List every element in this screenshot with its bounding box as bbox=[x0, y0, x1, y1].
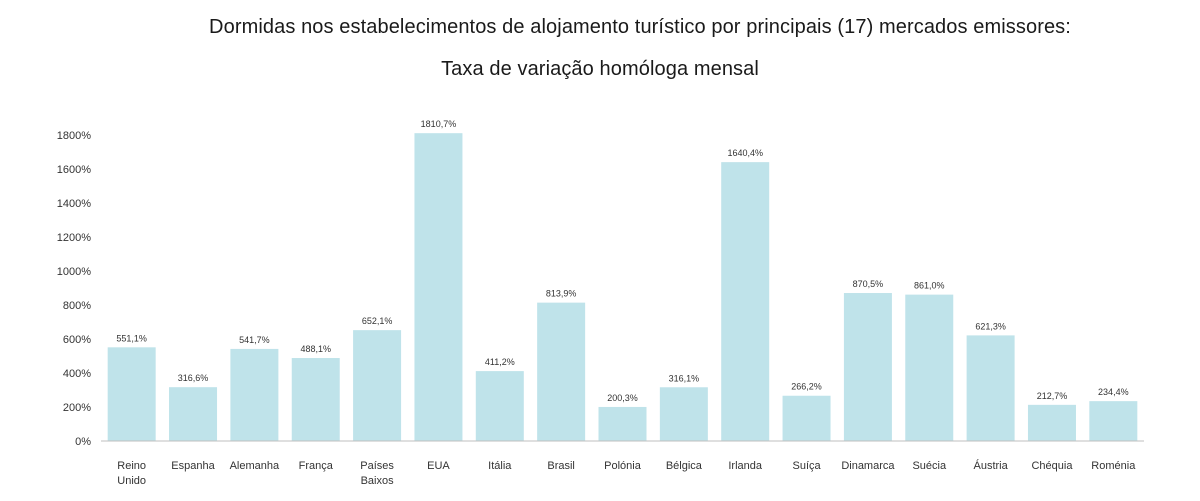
x-tick-label: Polónia bbox=[604, 460, 642, 472]
bar bbox=[291, 358, 340, 441]
data-label: 234,4% bbox=[1098, 387, 1129, 397]
x-tick-label: Dinamarca bbox=[841, 460, 895, 472]
data-label: 621,3% bbox=[975, 321, 1006, 331]
x-tick-label: Roménia bbox=[1091, 460, 1136, 472]
bar bbox=[1027, 404, 1076, 441]
x-tick-label: EUA bbox=[427, 460, 450, 472]
data-label: 870,5% bbox=[853, 279, 884, 289]
data-label: 541,7% bbox=[239, 335, 270, 345]
y-tick-label: 600% bbox=[63, 334, 91, 346]
y-tick-label: 1000% bbox=[57, 266, 91, 278]
y-tick-label: 800% bbox=[63, 300, 91, 312]
x-tick-label: Bélgica bbox=[666, 460, 703, 472]
bar bbox=[659, 387, 708, 441]
y-tick-label: 1800% bbox=[57, 130, 91, 142]
x-tick-label: Reino Unido bbox=[117, 460, 146, 487]
data-label: 488,1% bbox=[300, 344, 331, 354]
data-label: 212,7% bbox=[1037, 391, 1068, 401]
x-tick-label: Brasil bbox=[547, 460, 575, 472]
bar bbox=[782, 395, 831, 441]
chart-title: Dormidas nos estabelecimentos de alojame… bbox=[209, 16, 1071, 38]
bar bbox=[107, 347, 156, 441]
chart-subtitle: Taxa de variação homóloga mensal bbox=[441, 58, 759, 80]
bar bbox=[169, 387, 218, 441]
bar bbox=[537, 302, 586, 441]
x-tick-label: França bbox=[299, 460, 334, 472]
data-label: 652,1% bbox=[362, 316, 393, 326]
bar bbox=[966, 335, 1015, 441]
y-tick-label: 200% bbox=[63, 402, 91, 414]
y-tick-label: 1600% bbox=[57, 164, 91, 176]
bar bbox=[843, 293, 892, 441]
data-label: 551,1% bbox=[116, 333, 147, 343]
y-tick-label: 400% bbox=[63, 368, 91, 380]
data-label: 411,2% bbox=[485, 357, 515, 367]
data-label: 266,2% bbox=[791, 382, 822, 392]
bar bbox=[721, 162, 770, 441]
x-tick-label: Países Baixos bbox=[360, 460, 394, 487]
data-label: 813,9% bbox=[546, 289, 577, 299]
bar bbox=[905, 294, 954, 441]
data-label: 1640,4% bbox=[727, 148, 763, 158]
y-tick-label: 0% bbox=[75, 436, 91, 448]
bar bbox=[353, 330, 402, 441]
x-tick-label: Áustria bbox=[973, 459, 1008, 472]
data-label: 316,1% bbox=[669, 373, 700, 383]
x-tick-label: Suécia bbox=[912, 460, 947, 472]
bar bbox=[1089, 401, 1138, 441]
x-tick-label: Irlanda bbox=[728, 460, 763, 472]
x-tick-label: Itália bbox=[488, 460, 512, 472]
data-label: 200,3% bbox=[607, 393, 638, 403]
y-tick-label: 1400% bbox=[57, 198, 91, 210]
data-label: 1810,7% bbox=[421, 119, 457, 129]
data-label: 861,0% bbox=[914, 281, 945, 291]
bar bbox=[598, 406, 647, 441]
bar bbox=[475, 371, 524, 441]
x-tick-label: Alemanha bbox=[230, 460, 280, 472]
x-tick-label: Espanha bbox=[171, 460, 215, 472]
bar bbox=[414, 133, 463, 441]
bar bbox=[230, 348, 279, 441]
x-tick-label: Suíça bbox=[792, 460, 821, 472]
y-tick-label: 1200% bbox=[57, 232, 91, 244]
data-label: 316,6% bbox=[178, 373, 209, 383]
x-tick-label: Chéquia bbox=[1031, 460, 1073, 472]
